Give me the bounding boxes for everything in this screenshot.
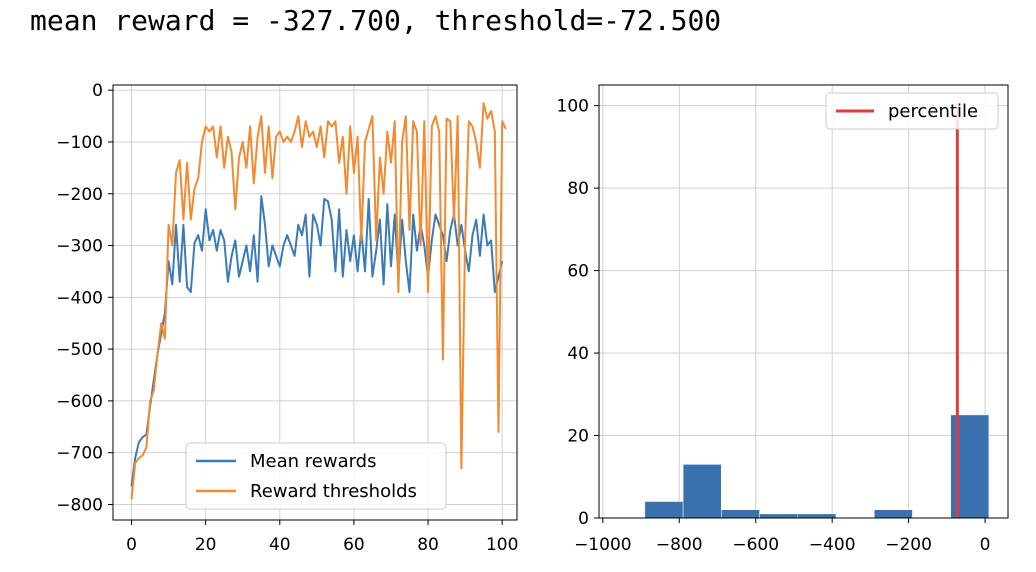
histogram-bar <box>682 464 722 519</box>
legend-label: percentile <box>888 101 978 122</box>
page-title: mean reward = -327.700, threshold=-72.50… <box>30 4 722 37</box>
y-tick-label: −100 <box>56 133 103 153</box>
x-tick-label: 40 <box>269 535 291 555</box>
plot-frame <box>598 84 1009 519</box>
y-tick-label: −300 <box>56 237 103 257</box>
x-tick-label: −400 <box>809 535 856 555</box>
y-tick-label: 100 <box>557 97 589 117</box>
x-tick-label: 0 <box>980 535 991 555</box>
y-tick-label: −200 <box>56 185 103 205</box>
x-tick-label: 60 <box>343 535 365 555</box>
plot-frame <box>112 84 518 521</box>
histogram-bar <box>644 501 684 519</box>
y-tick-label: 40 <box>567 344 589 364</box>
x-tick-label: −200 <box>885 535 932 555</box>
histogram-bar <box>797 513 837 519</box>
x-tick-label: −600 <box>732 535 779 555</box>
y-tick-label: 80 <box>567 179 589 199</box>
x-tick-label: 0 <box>126 535 137 555</box>
series-line-reward-thresholds <box>130 102 507 500</box>
x-tick-label: 20 <box>195 535 217 555</box>
x-tick-label: 100 <box>486 535 518 555</box>
y-tick-label: −800 <box>56 495 103 515</box>
y-tick-label: 0 <box>92 81 103 101</box>
legend-box <box>185 442 447 510</box>
x-tick-label: 80 <box>417 535 439 555</box>
y-tick-label: 0 <box>578 509 589 529</box>
histogram-bar <box>759 513 799 519</box>
y-tick-label: −600 <box>56 392 103 412</box>
mean-rewards-chart: 0 20 40 60 80 100 0 −100 −200 −300 −400 −500 −600 −70… <box>56 81 518 555</box>
legend-label: Mean rewards <box>250 451 376 472</box>
y-tick-label: 60 <box>567 262 589 282</box>
y-tick-label: 20 <box>567 427 589 447</box>
histogram-bar <box>873 509 913 519</box>
x-tick-label: −1000 <box>574 535 632 555</box>
y-tick-label: −700 <box>56 444 103 464</box>
reward-histogram-chart: −1000 −800 −600 −400 −200 0 0 20 40 60 80 100 percen… <box>557 84 1009 555</box>
histogram-bar <box>721 509 760 519</box>
legend-box <box>825 92 999 130</box>
legend-label: Reward thresholds <box>250 481 417 502</box>
x-tick-label: −800 <box>656 535 703 555</box>
y-tick-label: −400 <box>56 288 103 308</box>
y-tick-label: −500 <box>56 340 103 360</box>
